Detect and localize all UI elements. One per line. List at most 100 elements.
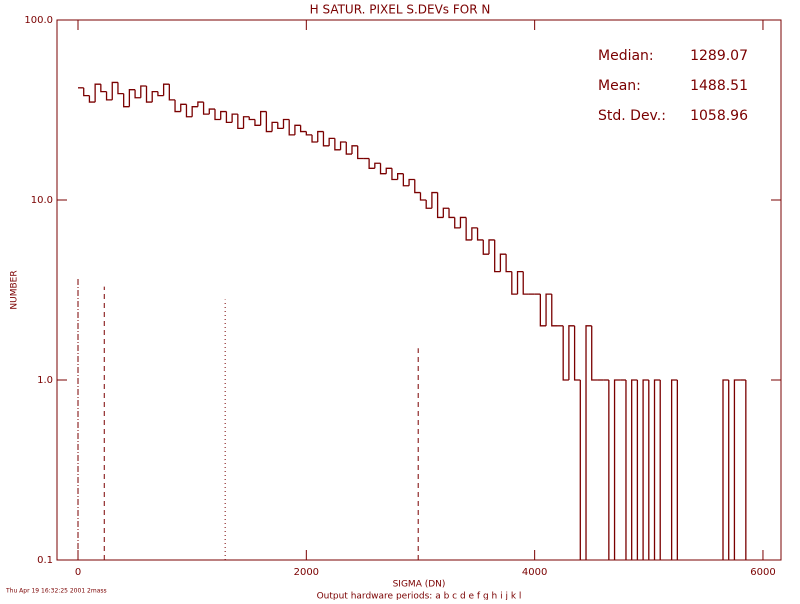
histogram-bin [94,83,101,103]
histogram-bin [397,173,404,180]
histogram-bin [220,110,227,120]
histogram-bin [511,271,518,295]
stat-value: 1058.96 [690,108,748,124]
histogram-bin [197,101,204,107]
x-tick-label: 0 [75,567,81,578]
histogram-bin [168,84,176,101]
histogram-bin [448,208,455,219]
histogram-bin [653,379,661,560]
histogram-bin [385,167,392,174]
histogram-bin [414,179,421,194]
histogram-bin [516,270,524,295]
histogram-bin [100,84,107,93]
x-tick-label: 4000 [522,567,547,578]
histogram-bin [265,111,273,133]
histogram-bin [642,379,649,560]
x-tick-label: 2000 [294,567,319,578]
histogram-bin [157,91,164,97]
histogram-bin [431,191,438,209]
histogram-bin [613,379,621,560]
histogram-bin [670,379,678,560]
histogram-bin [357,145,364,160]
histogram-bin [379,163,387,175]
histogram-bin [636,380,639,560]
histogram-bin [145,85,153,103]
histogram-bin [208,108,215,115]
histogram-bin [162,83,170,96]
histogram-bin [368,158,375,169]
histogram-bin [277,122,284,130]
histogram-bin [351,145,358,155]
histogram-bin [322,131,330,147]
stat-label: Std. Dev.: [598,108,666,124]
histogram-bin [494,239,501,273]
histogram-bin [260,110,267,126]
histogram-bin [459,216,467,228]
histogram-bin [117,82,124,95]
stat-value: 1289.07 [690,48,748,64]
histogram-bin [123,93,130,108]
histogram-bin [174,99,181,113]
histogram-bin [499,253,507,272]
histogram-bin [505,254,512,273]
histogram-bin [140,85,147,98]
plot-frame [56,19,782,561]
histogram-bin [105,91,113,101]
histogram-bin [202,102,210,115]
histogram-bin [568,325,575,380]
y-axis-label: NUMBER [10,270,20,309]
histogram-bin [585,325,592,560]
histogram-bin [591,325,598,381]
histogram-bin [539,294,547,327]
histogram-bin [225,111,233,124]
histogram-bin [317,130,324,143]
histogram-bin [573,325,581,381]
y-tick-label: 0.1 [37,555,53,566]
histogram-bin [625,380,627,560]
histogram-bin [562,325,569,381]
histogram-bin [328,137,335,146]
histogram-bin [436,192,444,219]
histogram-bin [551,294,558,327]
y-tick-label: 1.0 [37,375,53,386]
histogram-bin [482,239,489,255]
histogram-bin [128,89,136,107]
histogram-bin [733,379,741,560]
histogram-bin [191,106,198,117]
y-tick-label: 10.0 [31,195,53,206]
histogram-bin [248,116,255,121]
histogram-bin [465,217,472,241]
histogram-bin [151,90,158,103]
chart-title: H SATUR. PIXEL S.DEVs FOR N [310,3,491,17]
histogram [78,81,747,560]
histogram-bin [111,81,118,100]
histogram-bin [334,138,341,151]
histogram-bin [659,380,661,560]
histogram-bin [454,217,461,229]
histogram-bin [471,227,478,240]
histogram-bin [305,131,313,136]
x-tick-label: 6000 [750,567,775,578]
histogram-bin [299,125,307,133]
histogram-bin [545,293,552,326]
histogram-bin [88,95,96,103]
histogram-bin [745,380,747,560]
histogram-bin [288,119,295,136]
subcaption: Output hardware periods: a b c d e f g h… [317,592,522,601]
histogram-bin [180,103,187,112]
histogram-bin [282,118,290,129]
stat-label: Mean: [598,78,641,94]
histogram-bin [339,141,347,150]
histogram-bin [374,162,381,169]
histogram-bin [185,104,193,118]
histogram-bin [83,87,90,97]
x-axis-label: SIGMA (DN) [393,580,446,590]
histogram-bin [425,200,432,209]
histogram-bin [476,227,484,241]
histogram-bin [237,114,244,130]
footer: Thu Apr 19 16:32:25 2001 2mass [5,588,107,595]
histogram-bin [402,173,410,187]
histogram-bin [231,113,238,123]
